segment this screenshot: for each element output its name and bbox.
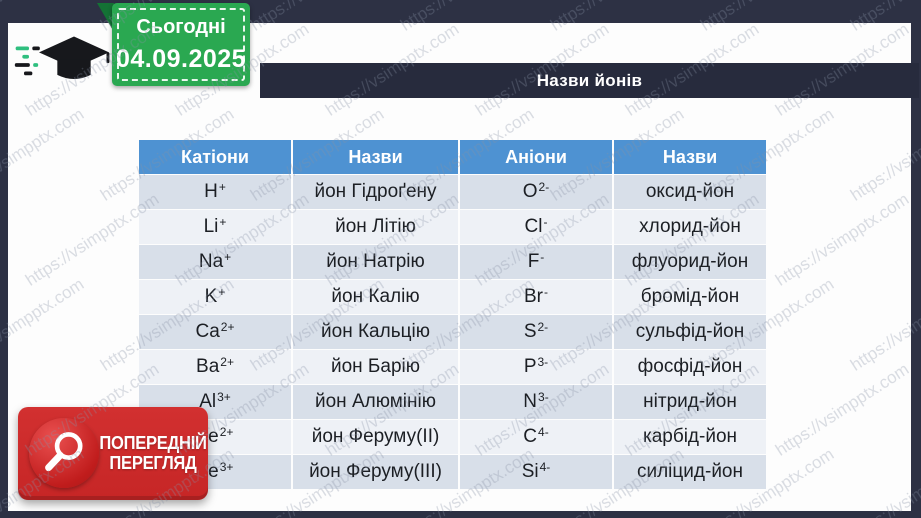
cation-name-cell: йон Натрію (293, 245, 458, 279)
date-badge: Сьогодні 04.09.2025 (112, 3, 250, 86)
cation-name-cell: йон Літію (293, 210, 458, 244)
cation-symbol-cell: H + (139, 175, 291, 209)
cation-name-cell: йон Кальцію (293, 315, 458, 349)
anion-symbol-cell: Br - (460, 280, 612, 314)
cation-symbol-cell: Na + (139, 245, 291, 279)
anion-name-cell: силіцид-йон (614, 455, 766, 489)
anion-name-cell: сульфід-йон (614, 315, 766, 349)
graduation-cap-icon (14, 36, 110, 79)
magnifier-circle (29, 418, 99, 488)
ion-table: Катіони Назви Аніони Назви H + йон Гідроґену O 2… (139, 140, 766, 489)
preview-badge-line2: ПЕРЕГЛЯД (109, 452, 197, 473)
anion-name-cell: нітрид-йон (614, 385, 766, 419)
magnifier-icon (45, 432, 83, 472)
slide-canvas: ВСІМ pptx Назви йонів КатіониНазвиАніони… (8, 23, 919, 511)
cation-symbol-cell: Al 3+ (139, 385, 291, 419)
cation-name-cell: йон Калію (293, 280, 458, 314)
cation-name-cell: йон Алюмінію (293, 385, 458, 419)
anion-name-cell: фосфід-йон (614, 350, 766, 384)
anion-symbol-cell: F- (460, 245, 612, 279)
anion-symbol-cell: Si 4- (460, 455, 612, 489)
date-badge-border: Сьогодні 04.09.2025 (115, 8, 247, 81)
anion-name-cell: карбід-йон (614, 420, 766, 454)
column-header-0: Катіони (139, 140, 291, 174)
cation-symbol-cell: Li + (139, 210, 291, 244)
cation-name-cell: йон Феруму(II) (293, 420, 458, 454)
anion-symbol-cell: S 2- (460, 315, 612, 349)
preview-badge-text: ПОПЕРЕДНІЙ ПЕРЕГЛЯД (99, 407, 207, 500)
column-header-3: Назви (614, 140, 766, 174)
slide-title: Назви йонів (536, 70, 643, 90)
cation-name-cell: йон Гідроґену (293, 175, 458, 209)
anion-name-cell: флуорид-йон (614, 245, 766, 279)
anion-symbol-cell: N 3- (460, 385, 612, 419)
anion-name-cell: оксид-йон (614, 175, 766, 209)
anion-name-cell: хлорид-йон (614, 210, 766, 244)
anion-symbol-cell: P 3- (460, 350, 612, 384)
date-badge-date: 04.09.2025 (115, 44, 247, 73)
cation-name-cell: йон Барію (293, 350, 458, 384)
column-header-2: Аніони (460, 140, 612, 174)
cation-symbol-cell: Ba 2+ (139, 350, 291, 384)
date-badge-label: Сьогодні (136, 15, 226, 38)
anion-symbol-cell: C 4- (460, 420, 612, 454)
preview-badge: ПОПЕРЕДНІЙ ПЕРЕГЛЯД (18, 407, 208, 500)
anion-symbol-cell: Cl - (460, 210, 612, 244)
preview-badge-line1: ПОПЕРЕДНІЙ (99, 432, 207, 453)
cation-symbol-cell: Ca 2+ (139, 315, 291, 349)
cation-symbol-cell: K + (139, 280, 291, 314)
cation-name-cell: йон Феруму(III) (293, 455, 458, 489)
anion-symbol-cell: O 2- (460, 175, 612, 209)
anion-name-cell: бромід-йон (614, 280, 766, 314)
slide-title-bar: Назви йонів (260, 63, 919, 98)
column-header-1: Назви (293, 140, 458, 174)
